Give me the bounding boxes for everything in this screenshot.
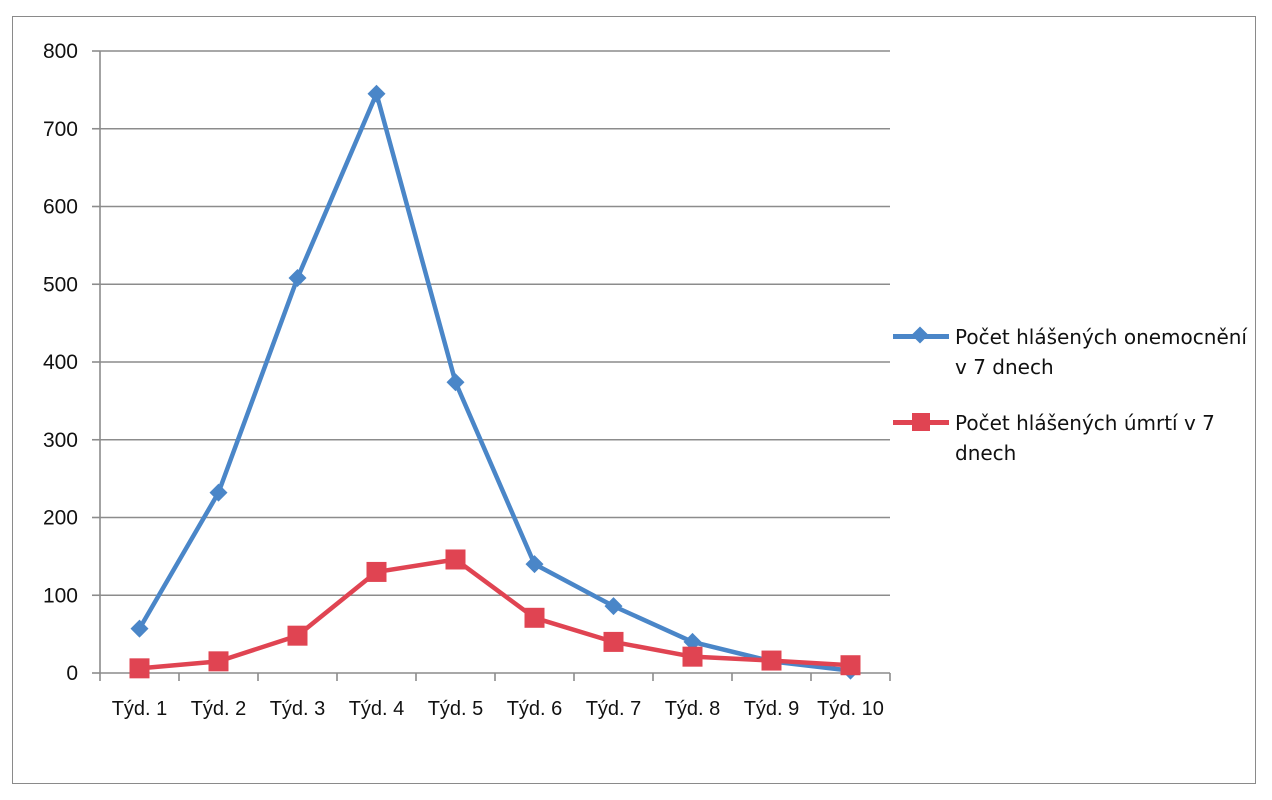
data-point-square (603, 631, 624, 652)
data-point-diamond (683, 632, 702, 651)
series-group (129, 84, 861, 680)
legend-item-cases: Počet hlášených onemocnění v 7 dnech (893, 322, 1253, 382)
data-point-diamond (209, 483, 228, 502)
data-point-square (682, 646, 703, 667)
y-tick-labels: 0 100 200 300 400 500 600 700 800 (43, 40, 78, 685)
y-tick-label: 400 (43, 351, 78, 374)
legend-marker-cases (893, 326, 949, 344)
data-point-square (445, 549, 466, 570)
y-tick-label: 700 (43, 118, 78, 141)
data-point-square (366, 561, 387, 582)
data-point-diamond (288, 269, 307, 288)
y-tick-label: 500 (43, 273, 78, 296)
y-tick-label: 100 (43, 584, 78, 607)
legend: Počet hlášených onemocnění v 7 dnech Poč… (893, 322, 1253, 494)
x-tick-label: Týd. 9 (744, 698, 800, 720)
series-line (137, 91, 851, 673)
legend-item-deaths: Počet hlášených úmrtí v 7 dnech (893, 408, 1253, 468)
x-tick-label: Týd. 4 (349, 698, 405, 720)
data-point-square (761, 650, 782, 671)
x-tick-label: Týd. 3 (270, 698, 326, 720)
x-tick-label: Týd. 2 (191, 698, 247, 720)
data-point-square (287, 625, 308, 646)
data-point-square (129, 658, 150, 679)
x-tick-label: Týd. 8 (665, 698, 721, 720)
data-point-diamond (130, 619, 149, 638)
data-point-square (524, 607, 545, 628)
y-tick-label: 300 (43, 429, 78, 452)
gridlines (100, 50, 890, 597)
data-point-diamond (525, 555, 544, 574)
data-point-diamond (446, 373, 465, 392)
legend-label-deaths: Počet hlášených úmrtí v 7 dnech (955, 411, 1215, 465)
series-line (139, 557, 851, 671)
x-tick-label: Týd. 6 (507, 698, 563, 720)
x-tick-label: Týd. 7 (586, 698, 642, 720)
y-tick-label: 600 (43, 196, 78, 219)
y-tick-label: 0 (66, 662, 78, 685)
x-tick-labels: Týd. 1 Týd. 2 Týd. 3 Týd. 4 Týd. 5 Týd. 6 Týd.… (112, 698, 884, 720)
data-point-diamond (367, 84, 386, 103)
x-tick-label: Týd. 1 (112, 698, 168, 720)
y-tick-label: 800 (43, 40, 78, 63)
data-point-diamond (604, 597, 623, 616)
data-point-square (208, 651, 229, 672)
y-tick-label: 200 (43, 507, 78, 530)
legend-label-cases: Počet hlášených onemocnění v 7 dnech (955, 325, 1247, 379)
x-tick-label: Týd. 10 (817, 698, 884, 720)
x-tick-label: Týd. 5 (428, 698, 484, 720)
axes (92, 50, 891, 681)
series-deaths (129, 549, 861, 679)
data-point-square (840, 655, 861, 676)
legend-marker-deaths (893, 413, 949, 431)
